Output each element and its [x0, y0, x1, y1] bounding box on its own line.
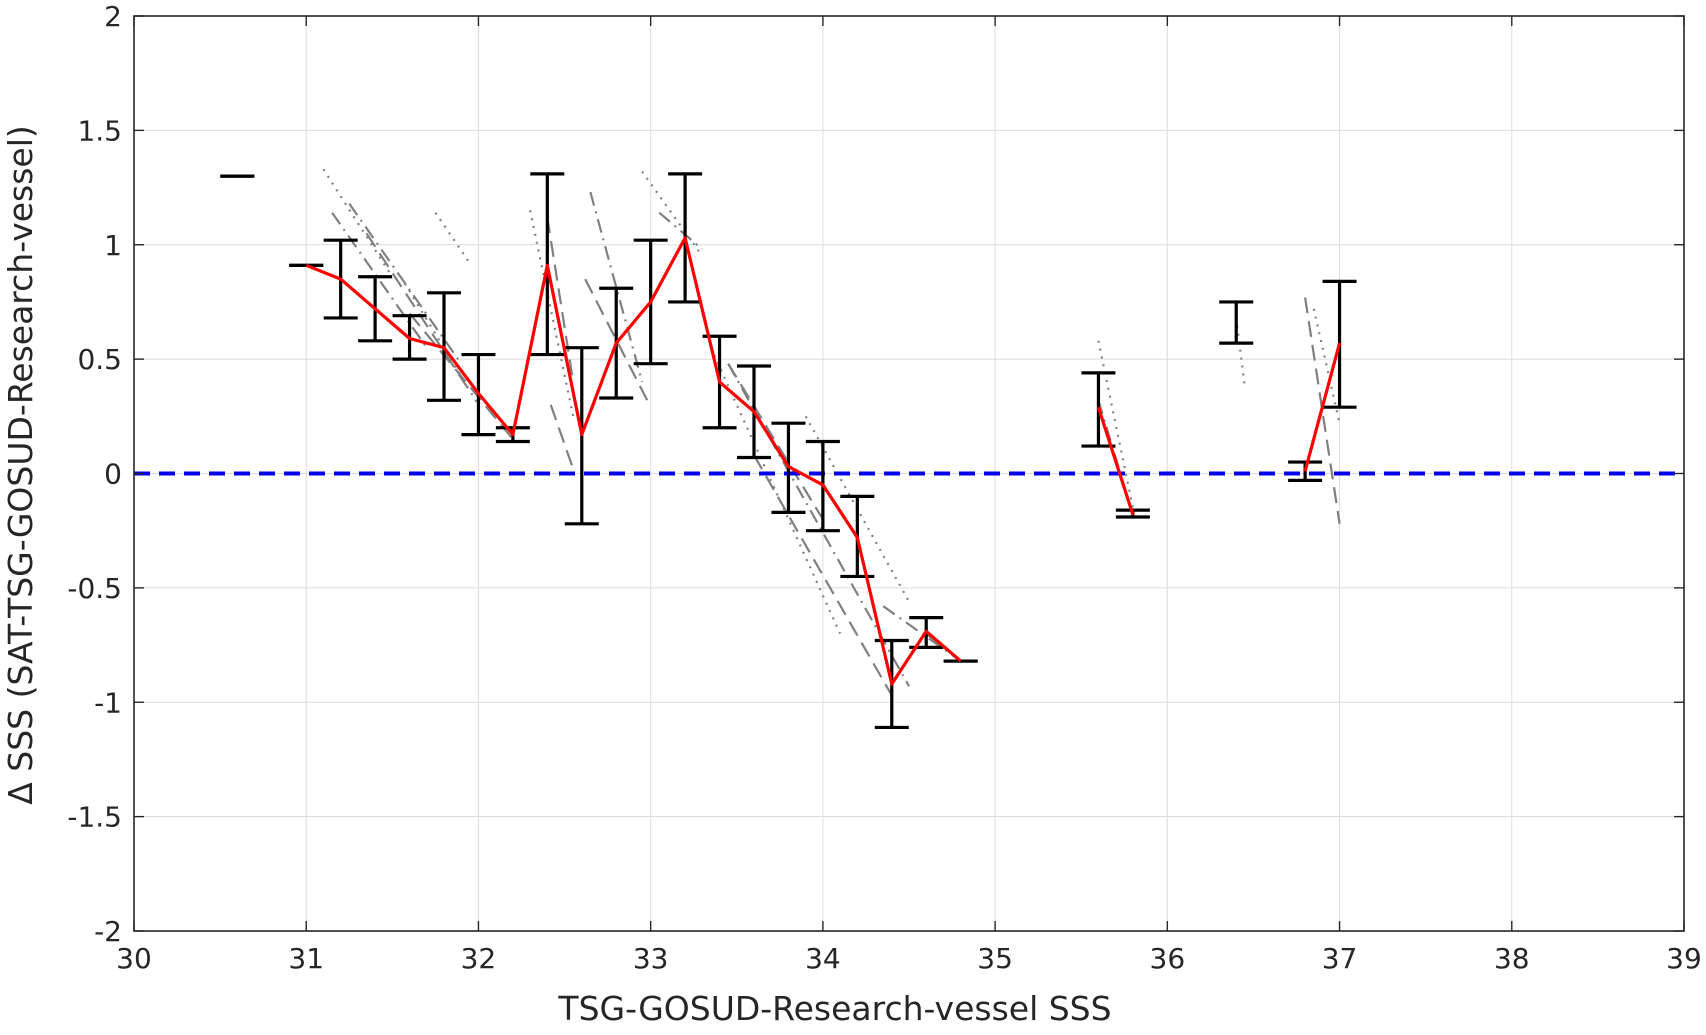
x-tick-label: 33: [633, 942, 669, 975]
y-tick-label: 1.5: [77, 114, 122, 147]
x-tick-label: 38: [1494, 942, 1530, 975]
individual-track-line: [434, 212, 471, 264]
y-axis-title: Δ SSS (SAT-TSG-GOSUD-Research-vessel): [1, 125, 40, 805]
x-tick-label: 36: [1150, 942, 1186, 975]
individual-track-line: [1304, 297, 1341, 524]
individual-track-line: [1235, 317, 1246, 387]
y-tick-label: 0: [104, 458, 122, 491]
mean-lines: [305, 236, 1342, 686]
individual-track-line: [546, 217, 575, 383]
individual-track-line: [658, 211, 704, 251]
individual-track-line: [753, 454, 893, 696]
x-tick-label: 34: [805, 942, 841, 975]
x-tick-label: 31: [288, 942, 324, 975]
y-tick-label: -0.5: [67, 572, 122, 605]
individual-track-line: [399, 276, 480, 406]
axes-frame: [133, 15, 1685, 932]
individual-track-line: [408, 312, 514, 440]
y-tick-label: -1.5: [67, 801, 122, 834]
mean-series-line: [305, 236, 962, 686]
error-bar: [1288, 460, 1323, 482]
individual-track-line: [322, 168, 394, 278]
x-tick-label: 37: [1322, 942, 1358, 975]
mean-series-line: [1303, 342, 1342, 472]
x-tick-label: 32: [461, 942, 497, 975]
y-tick-label: 1: [104, 229, 122, 262]
error-bars: [220, 172, 1357, 730]
individual-track-line: [529, 210, 575, 417]
tick-labels: 30 31 32 33 34 35 36 37 38 39 2 1.5 1 0.5 0 -0.5 -1 -1.5 -…: [67, 0, 1701, 975]
x-tick-label: 39: [1666, 942, 1702, 975]
individual-track-line: [365, 232, 471, 392]
individual-track-line: [804, 415, 910, 603]
x-tick-label: 35: [977, 942, 1013, 975]
y-tick-label: 2: [104, 0, 122, 33]
x-axis-title: TSG-GOSUD-Research-vessel SSS: [557, 989, 1111, 1028]
error-bar: [1219, 300, 1254, 345]
x-tick-label: 30: [116, 942, 152, 975]
individual-tracks: [322, 168, 1341, 696]
individual-track-line: [1312, 308, 1341, 424]
y-tick-label: 0.5: [77, 343, 122, 376]
individual-track-line: [331, 212, 428, 349]
individual-track-line: [727, 363, 824, 520]
y-tick-label: -1: [94, 686, 122, 719]
individual-track-line: [641, 170, 704, 257]
y-tick-label: -2: [94, 915, 122, 948]
individual-track-line: [549, 404, 575, 470]
mean-series-line: [1096, 406, 1135, 516]
individual-track-line: [589, 191, 644, 383]
